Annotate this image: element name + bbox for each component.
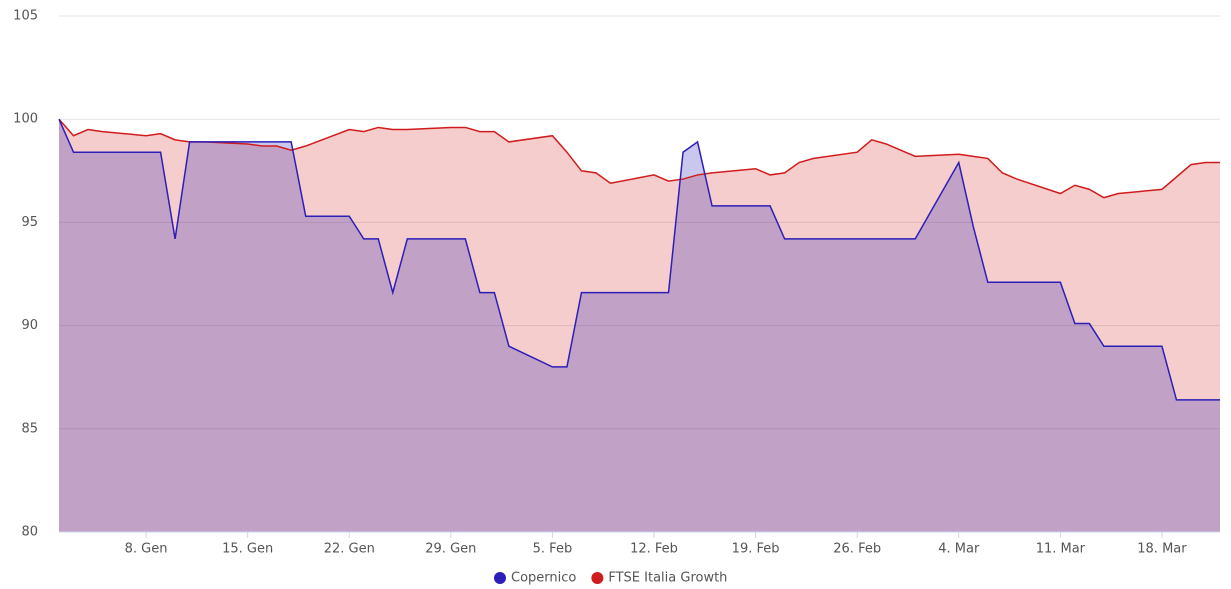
y-tick-label: 80 (21, 525, 38, 540)
area-fill (59, 119, 1220, 532)
x-tick-label: 4. Mar (938, 542, 980, 557)
area-fill (59, 119, 1220, 532)
y-tick-label: 105 (13, 9, 38, 24)
legend-label: Copernico (511, 571, 576, 586)
y-tick-label: 100 (13, 112, 38, 127)
legend-marker (591, 572, 604, 584)
x-tick-label: 5. Feb (533, 542, 573, 557)
x-tick-label: 8. Gen (125, 542, 168, 557)
y-tick-label: 95 (21, 215, 38, 230)
x-tick-label: 22. Gen (324, 542, 375, 557)
area-line (58, 118, 1220, 199)
x-tick-label: 19. Feb (732, 542, 780, 557)
x-tick-label: 26. Feb (833, 542, 881, 557)
y-tick-label: 85 (21, 421, 38, 436)
legend-marker (494, 572, 506, 584)
area-line (58, 118, 1220, 401)
x-tick-label: 11. Mar (1036, 542, 1086, 557)
legend-label: FTSE Italia Growth (608, 571, 727, 586)
x-tick-label: 29. Gen (425, 542, 476, 557)
x-tick-label: 15. Gen (222, 542, 273, 557)
x-tick-label: 12. Feb (630, 542, 678, 557)
y-tick-label: 90 (21, 318, 38, 333)
x-tick-label: 18. Mar (1137, 542, 1187, 557)
